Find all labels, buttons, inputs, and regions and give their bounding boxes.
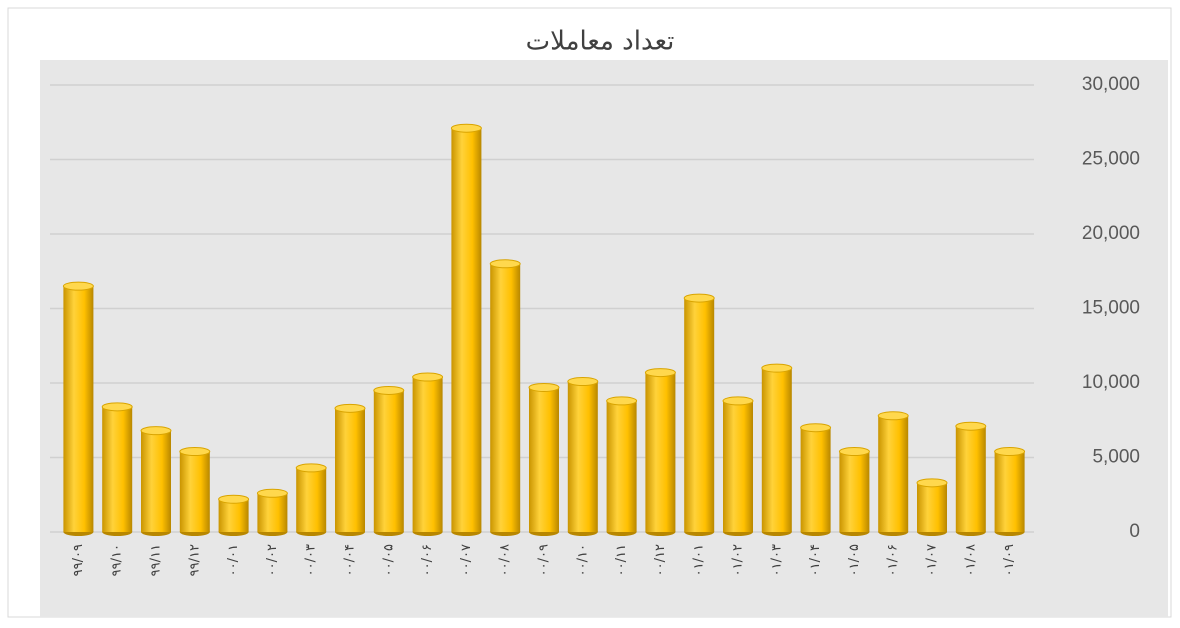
bar — [257, 493, 288, 532]
bar — [218, 499, 249, 532]
x-tick-label: ۰۱/۰۷ — [925, 544, 940, 576]
bar — [179, 451, 210, 532]
bar — [761, 368, 792, 532]
y-tick-label: 5,000 — [1092, 447, 1140, 468]
bar — [955, 426, 986, 532]
bar-cap — [450, 123, 482, 133]
bar — [102, 406, 133, 532]
bar — [645, 372, 676, 532]
x-tick-label: ۰۱/۰۵ — [847, 544, 862, 576]
x-tick-label: ۰۱/۰۶ — [886, 544, 901, 576]
x-tick-label: ۰۱/۰۸ — [963, 544, 978, 576]
x-tick-label: ۰۰/۰۵ — [381, 544, 396, 576]
bar — [296, 467, 327, 532]
x-tick-label: ۹۹/۰۹ — [71, 544, 86, 576]
bar — [723, 400, 753, 532]
bar — [567, 381, 598, 532]
x-tick-label: ۰۱/۰۲ — [731, 544, 746, 576]
x-tick-label: ۰۰/۱۰ — [575, 544, 590, 576]
bar — [373, 390, 404, 532]
x-tick-label: ۰۰/۰۴ — [343, 544, 358, 576]
chart-title: تعداد معاملات — [526, 27, 675, 57]
bar-cap — [606, 396, 638, 406]
x-tick-label: ۰۰/۰۲ — [265, 544, 280, 576]
bar-cap — [179, 447, 211, 457]
bar-cap — [916, 478, 948, 488]
bar-cap — [761, 363, 793, 373]
bar-cap — [373, 385, 405, 395]
bar — [800, 427, 831, 532]
y-tick-label: 20,000 — [1082, 223, 1140, 244]
x-tick-label: ۰۰/۱۲ — [653, 544, 668, 576]
y-tick-label: 0 — [1129, 521, 1140, 542]
x-tick-label: ۰۰/۰۶ — [420, 544, 435, 576]
bar-cap — [334, 403, 366, 413]
x-tick-label: ۹۹/۱۰ — [110, 544, 125, 576]
x-tick-label: ۰۰/۱۱ — [614, 544, 629, 576]
x-tick-label: ۹۹/۱۲ — [187, 544, 202, 576]
bar — [529, 387, 559, 532]
y-tick-label: 15,000 — [1082, 298, 1140, 319]
x-tick-label: ۹۹/۱۱ — [149, 544, 164, 576]
bar — [606, 400, 637, 532]
bar — [994, 451, 1025, 532]
bar — [63, 286, 94, 532]
bar — [490, 263, 521, 532]
x-tick-label: ۰۰/۰۱ — [226, 544, 241, 576]
bar — [684, 298, 715, 532]
x-tick-label: ۰۱/۰۳ — [769, 544, 784, 576]
bar-cap — [838, 447, 870, 457]
bar-cap — [489, 259, 521, 269]
bar-cap — [101, 402, 133, 412]
y-tick-label: 10,000 — [1082, 372, 1140, 393]
x-tick-label: ۰۰/۰۷ — [459, 544, 474, 576]
bar — [917, 482, 947, 532]
y-tick-label: 30,000 — [1082, 74, 1140, 95]
bar — [878, 415, 909, 532]
bar-cap — [955, 421, 987, 431]
bar — [451, 128, 482, 532]
y-tick-label: 25,000 — [1082, 149, 1140, 170]
x-tick-label: ۰۰/۰۹ — [537, 544, 552, 576]
bar-cap — [62, 281, 94, 291]
bar-cap — [218, 494, 250, 504]
x-tick-label: ۰۰/۰۳ — [304, 544, 319, 576]
bar-cap — [140, 426, 172, 436]
x-tick-label: ۰۱/۰۱ — [692, 544, 707, 576]
x-tick-label: ۰۱/۰۴ — [808, 544, 823, 576]
x-tick-label: ۰۰/۰۸ — [498, 544, 513, 576]
bar — [412, 377, 443, 532]
bar-cap — [256, 488, 288, 498]
bar-cap — [528, 382, 560, 392]
bar — [335, 408, 365, 532]
bar-cap — [567, 377, 599, 387]
bar-cap — [722, 396, 754, 406]
bar-cap — [295, 463, 327, 473]
bar-cap — [877, 411, 909, 421]
bar-cap — [644, 368, 676, 378]
bar-cap — [800, 423, 832, 433]
bar-cap — [994, 447, 1026, 457]
bar — [839, 451, 870, 532]
bar — [141, 430, 171, 532]
x-tick-label: ۰۱/۰۹ — [1002, 544, 1017, 576]
bar-cap — [683, 293, 715, 303]
bar-cap — [412, 372, 444, 382]
